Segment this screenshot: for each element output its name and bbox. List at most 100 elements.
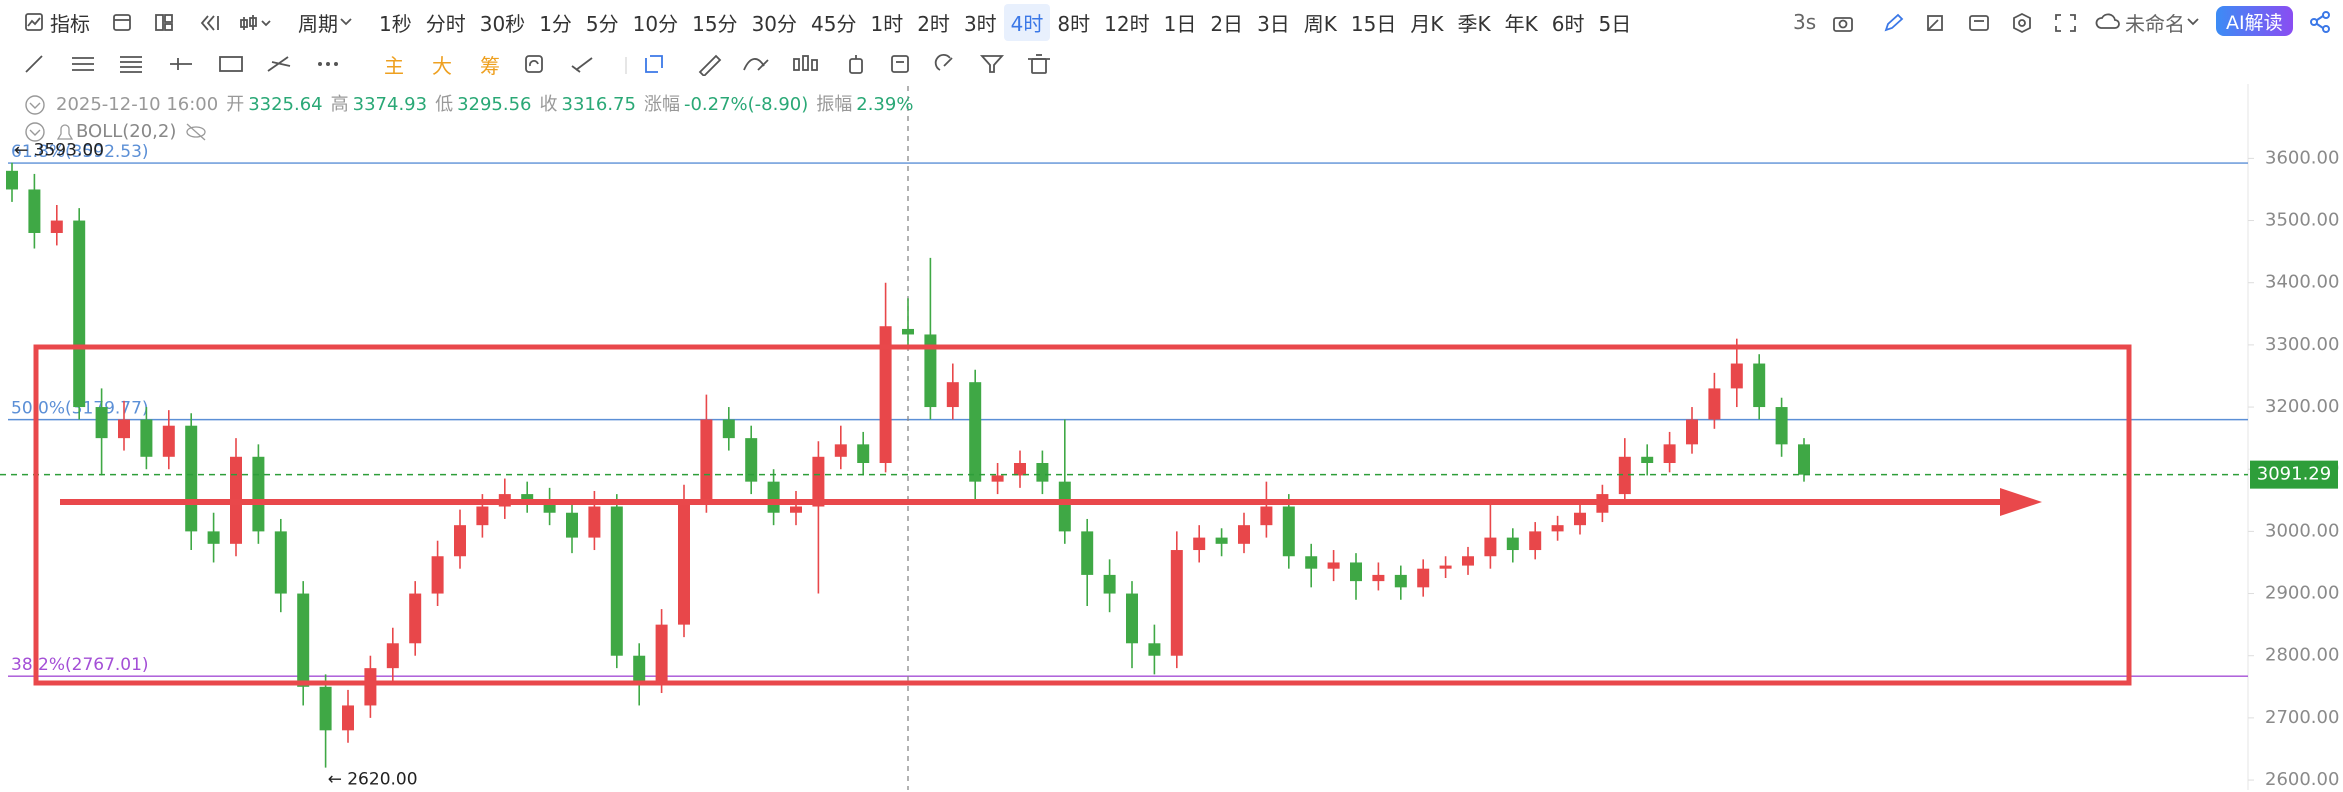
interval-button[interactable]: 15日 <box>1350 11 1397 36</box>
candle-body <box>1708 388 1721 420</box>
info-low: 3295.56 <box>457 94 531 115</box>
candle-body <box>767 481 780 513</box>
interval-button[interactable]: 月K <box>1410 11 1444 36</box>
interval-button[interactable]: 12时 <box>1104 11 1150 36</box>
y-tick-label: 3500.00 <box>2265 210 2339 231</box>
candle-body <box>476 506 489 526</box>
period-button[interactable]: 周期 <box>298 8 354 37</box>
candle-body <box>1372 574 1385 582</box>
candle-body <box>1462 556 1474 566</box>
refresh-rate[interactable]: 3s <box>1793 10 1817 34</box>
collapse-chevron <box>29 129 41 136</box>
candle-body <box>812 456 825 507</box>
candle-body <box>140 419 153 457</box>
layout-name[interactable]: 未命名 <box>2095 8 2201 37</box>
candle-body <box>1730 363 1743 389</box>
candle-body <box>521 494 534 501</box>
interval-button[interactable]: 10分 <box>632 11 679 36</box>
candle-body <box>700 419 713 501</box>
interval-button[interactable]: 6时 <box>1551 11 1585 36</box>
y-tick-label: 2600.00 <box>2265 769 2339 790</box>
interval-button[interactable]: 1时 <box>870 11 904 36</box>
top-toolbar: 指标 周期 1秒 分时 30秒 1分 5分 10分 15分 30分 45分 1时 2时 3时 4时 8时 1… <box>0 2 2343 42</box>
interval-button[interactable]: 3日 <box>1257 11 1290 36</box>
candle-body <box>1305 556 1318 569</box>
chevron <box>2187 18 2199 26</box>
interval-button[interactable]: 30分 <box>751 11 798 36</box>
candle-body <box>1484 537 1497 557</box>
collapse-chevron <box>29 102 41 109</box>
candle-body <box>118 419 130 439</box>
interval-button[interactable]: 30秒 <box>479 11 526 36</box>
interval-button[interactable]: 5日 <box>1598 11 1632 36</box>
interval-button[interactable]: 3时 <box>963 11 997 36</box>
candle-body <box>1506 537 1519 551</box>
ohlc-info: 2025-12-10 16:00 开 3325.64 高 3374.93 低 3295.56… <box>56 94 913 115</box>
interval-button[interactable]: 周K <box>1303 11 1337 36</box>
candle-body <box>1775 407 1788 445</box>
candle-body <box>1798 444 1810 475</box>
candle-body <box>73 220 86 408</box>
info-datetime: 2025-12-10 16:00 <box>56 94 218 115</box>
share-icon[interactable] <box>2308 10 2334 34</box>
interval-button[interactable]: 1日 <box>1163 11 1197 36</box>
candle-body <box>252 456 265 532</box>
indicator-button[interactable]: 指标 <box>24 8 90 37</box>
interval-button[interactable]: 5分 <box>585 11 619 36</box>
interval-button[interactable]: 季K <box>1457 11 1491 36</box>
trend-arrow-head <box>2000 488 2042 516</box>
last-price-tag <box>2250 460 2338 489</box>
y-tick-label: 2800.00 <box>2265 645 2339 666</box>
interval-button[interactable]: 2日 <box>1210 11 1244 36</box>
layout-name-text: 未命名 <box>2125 11 2185 36</box>
indicator-icon <box>25 13 43 31</box>
candle-body <box>50 220 63 233</box>
info-high-label: 高 <box>331 94 349 115</box>
y-tick-label: 2900.00 <box>2265 583 2339 604</box>
candle-body <box>1686 419 1698 445</box>
alert-icon <box>56 124 74 140</box>
info-close: 3316.75 <box>562 94 636 115</box>
interval-button[interactable]: 1分 <box>539 11 572 36</box>
interval-button[interactable]: 8时 <box>1057 11 1091 36</box>
info-open: 3325.64 <box>248 94 322 115</box>
interval-button[interactable]: 45分 <box>811 11 857 36</box>
candle-body <box>924 334 937 408</box>
fib-level-label: 38.2%(2767.01) <box>11 655 149 675</box>
interval-button[interactable]: 15分 <box>692 11 738 36</box>
candle-body <box>1193 537 1206 551</box>
interval-button[interactable]: 2时 <box>917 11 950 36</box>
candle-body <box>1148 643 1161 656</box>
candle-body <box>364 668 377 706</box>
info-open-label: 开 <box>226 94 244 115</box>
candle-body <box>790 506 802 513</box>
info-low-label: 低 <box>435 94 453 115</box>
interval-button[interactable]: 1秒 <box>379 11 412 36</box>
candle-body <box>1618 456 1631 495</box>
drawing-icons-2 <box>525 54 1050 76</box>
candle-body <box>722 419 735 439</box>
right-icons <box>1833 12 2076 34</box>
ai-button[interactable]: AI解读 <box>2216 6 2293 36</box>
candle-body <box>1417 568 1430 588</box>
candle-body <box>610 506 623 656</box>
y-tick-label: 3400.00 <box>2265 272 2339 293</box>
candle-body <box>28 189 41 233</box>
candle-body <box>319 686 332 731</box>
interval-button[interactable]: 分时 <box>425 11 466 36</box>
info-amplitude-label: 振幅 <box>816 94 852 115</box>
fib-level-label: 61.8%(3592.53) <box>11 142 149 162</box>
interval-button[interactable]: 年K <box>1504 11 1538 36</box>
interval-button[interactable]: 4时 <box>1003 3 1051 41</box>
ai-button-label: AI解读 <box>2226 11 2283 34</box>
candle-body <box>207 531 220 544</box>
chips-tool[interactable]: 筹 <box>480 53 500 78</box>
low-marker: ← 2620.00 <box>328 770 418 790</box>
candle-body <box>1126 593 1138 644</box>
candle-body <box>1439 565 1452 569</box>
large-order-tool[interactable]: 大 <box>432 53 452 78</box>
last-price-label: 3091.29 <box>2257 464 2331 485</box>
candle-body <box>1394 574 1407 588</box>
main-force-tool[interactable]: 主 <box>384 53 404 78</box>
collapse-icon <box>25 95 45 115</box>
